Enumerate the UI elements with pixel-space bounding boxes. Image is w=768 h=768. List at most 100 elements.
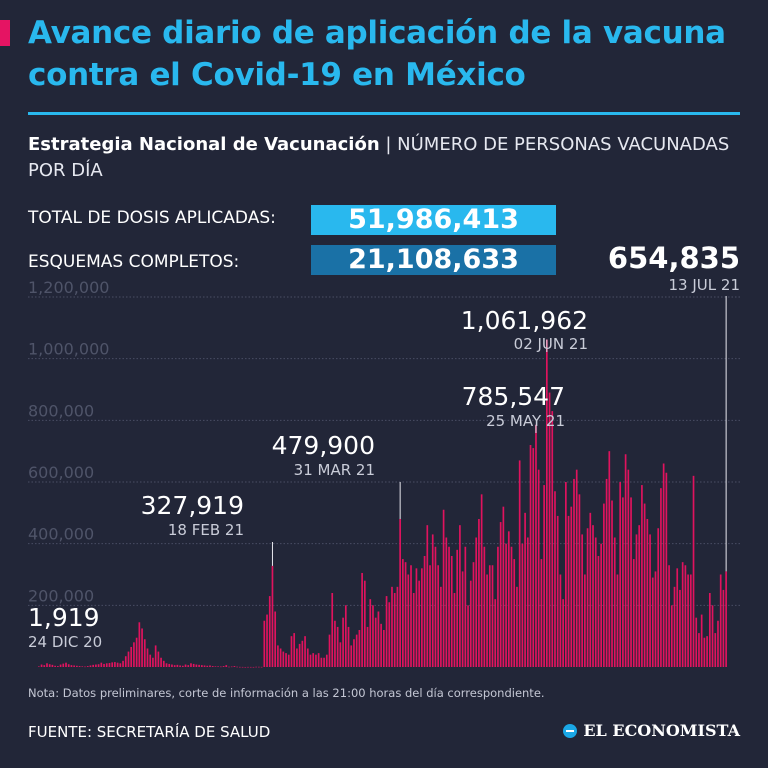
bar bbox=[369, 599, 372, 667]
bar bbox=[350, 645, 353, 667]
bar bbox=[448, 546, 450, 667]
bar bbox=[632, 559, 635, 667]
page-title: Avance diario de aplicación de la vacuna… bbox=[28, 15, 726, 93]
bar bbox=[537, 469, 540, 667]
bar bbox=[355, 634, 358, 668]
bar bbox=[600, 543, 602, 667]
bar bbox=[605, 478, 608, 667]
bar bbox=[344, 605, 347, 667]
bar bbox=[339, 642, 342, 667]
bar bbox=[76, 665, 78, 667]
bar bbox=[122, 660, 124, 667]
bar bbox=[426, 525, 429, 667]
bar bbox=[38, 666, 40, 668]
bar bbox=[660, 488, 662, 667]
bar bbox=[230, 666, 233, 668]
callout-date: 24 DIC 20 bbox=[28, 633, 102, 651]
callout-value: 327,919 bbox=[141, 491, 244, 520]
bar bbox=[393, 593, 396, 667]
bar bbox=[516, 586, 518, 667]
bar bbox=[366, 626, 369, 667]
bar bbox=[173, 665, 176, 667]
bar bbox=[328, 634, 331, 668]
bar bbox=[673, 586, 676, 667]
bar bbox=[708, 593, 711, 667]
bar bbox=[217, 666, 219, 667]
bar bbox=[347, 626, 350, 667]
bar bbox=[410, 565, 412, 667]
bar bbox=[450, 556, 453, 667]
bar bbox=[654, 571, 657, 667]
bar bbox=[282, 651, 285, 667]
bar bbox=[92, 664, 95, 667]
bar bbox=[277, 645, 279, 667]
brand-name: EL ECONOMISTA bbox=[583, 721, 740, 740]
callout-date: 13 JUL 21 bbox=[669, 276, 740, 294]
bar bbox=[190, 663, 192, 667]
bar bbox=[575, 469, 578, 667]
bar bbox=[59, 664, 62, 667]
bar bbox=[317, 653, 320, 668]
bar bbox=[46, 663, 48, 667]
bar bbox=[116, 662, 119, 667]
bar bbox=[228, 666, 230, 668]
bar bbox=[293, 633, 296, 667]
bar bbox=[396, 586, 399, 667]
total-doses-value: 51,986,413 bbox=[311, 205, 556, 235]
bar bbox=[54, 665, 56, 667]
bar bbox=[665, 472, 668, 667]
bar bbox=[298, 643, 301, 668]
callout-value: 654,835 bbox=[608, 241, 740, 275]
bar bbox=[127, 651, 130, 667]
bar bbox=[562, 599, 564, 667]
bar bbox=[220, 666, 222, 668]
bar bbox=[306, 648, 309, 667]
callout-date: 02 JUN 21 bbox=[514, 335, 588, 353]
bar bbox=[616, 574, 619, 667]
bar bbox=[545, 339, 548, 667]
bar bbox=[461, 571, 464, 667]
bar bbox=[649, 534, 651, 667]
y-tick-label: 600,000 bbox=[28, 463, 94, 482]
bar bbox=[179, 665, 181, 667]
bar bbox=[717, 620, 719, 667]
bar bbox=[711, 605, 714, 667]
bar bbox=[57, 666, 59, 667]
bar bbox=[412, 593, 415, 667]
bar bbox=[622, 497, 624, 667]
bar bbox=[418, 580, 420, 667]
bar bbox=[638, 525, 641, 667]
bar bbox=[263, 620, 266, 667]
bar bbox=[431, 534, 434, 667]
bar bbox=[651, 577, 654, 667]
bar bbox=[214, 666, 217, 667]
bar bbox=[603, 503, 605, 667]
bar bbox=[48, 664, 51, 667]
bar bbox=[415, 568, 418, 667]
bar bbox=[285, 653, 287, 668]
complete-schemes-value: 21,108,633 bbox=[311, 245, 556, 275]
bar bbox=[162, 660, 165, 667]
bar bbox=[342, 617, 344, 667]
bar bbox=[524, 512, 526, 667]
bar bbox=[358, 630, 361, 667]
bar bbox=[565, 482, 567, 667]
bar bbox=[209, 665, 211, 667]
callout-value: 1,061,962 bbox=[461, 306, 588, 335]
bar bbox=[554, 491, 556, 667]
subtitle-measure: | NÚMERO DE PERSONAS VACUNADAS POR DÍA bbox=[28, 134, 730, 181]
bar bbox=[103, 663, 105, 667]
bar bbox=[114, 662, 116, 667]
bar bbox=[244, 666, 247, 668]
bar bbox=[700, 614, 703, 667]
bar bbox=[247, 666, 249, 668]
bar bbox=[255, 666, 257, 668]
bar bbox=[543, 485, 545, 667]
bar bbox=[687, 574, 689, 667]
chart-subtitle: Estrategia Nacional de Vacunación | NÚME… bbox=[28, 132, 748, 184]
bar bbox=[323, 657, 325, 667]
bar bbox=[198, 664, 200, 667]
bar bbox=[143, 639, 146, 667]
bar bbox=[206, 665, 209, 667]
bar bbox=[192, 663, 195, 667]
